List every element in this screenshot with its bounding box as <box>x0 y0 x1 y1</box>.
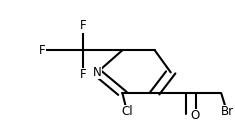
Text: F: F <box>80 19 87 32</box>
Text: O: O <box>190 109 200 122</box>
Text: Cl: Cl <box>121 106 133 118</box>
Text: F: F <box>39 44 45 57</box>
Text: Br: Br <box>220 106 234 118</box>
Text: N: N <box>93 66 102 79</box>
Text: F: F <box>80 68 87 81</box>
